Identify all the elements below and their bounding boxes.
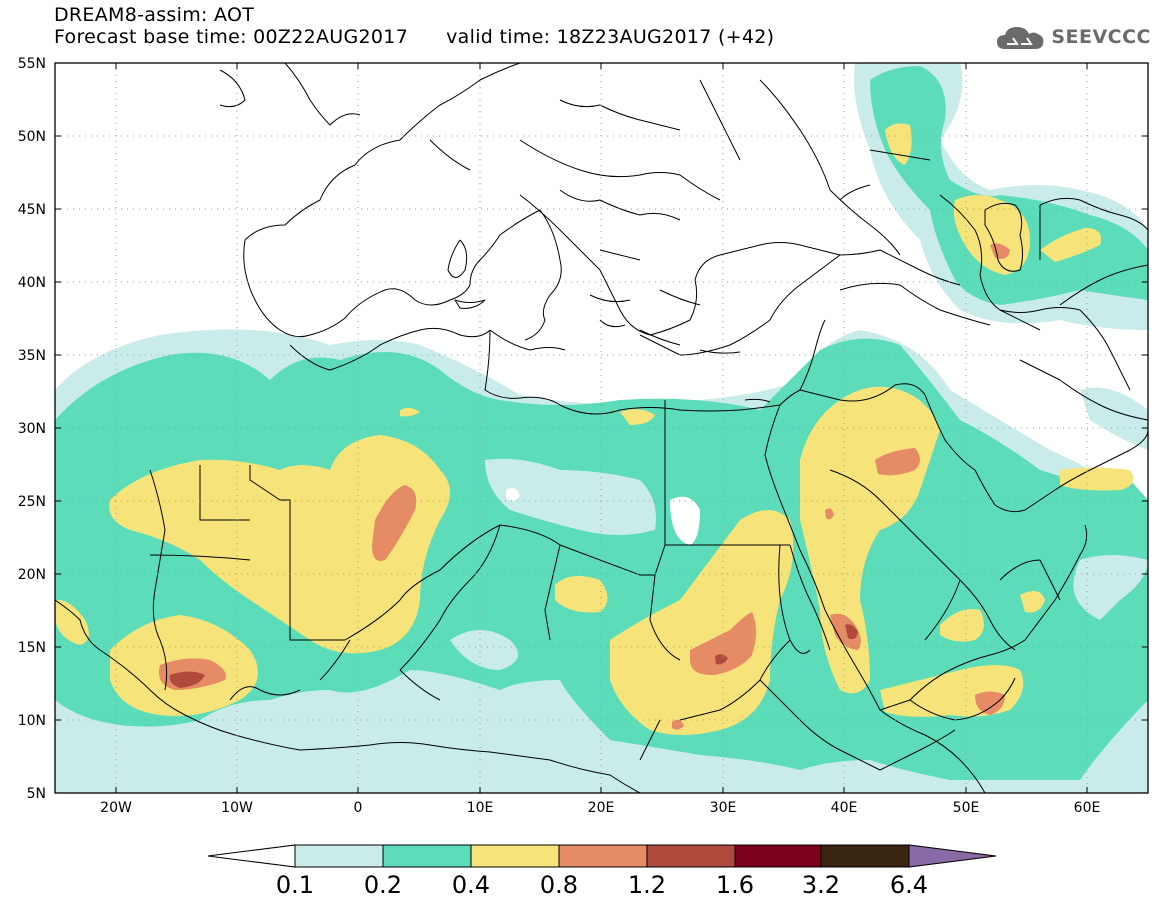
colorbar-segment bbox=[820, 844, 910, 868]
colorbar-label: 6.4 bbox=[890, 871, 928, 899]
map-title: DREAM8-assim: AOT bbox=[54, 4, 255, 26]
lon-label: 20E bbox=[588, 800, 615, 816]
longitude-labels: 20W 10W 0 10E 20E 30E 40E 50E 60E bbox=[100, 800, 1100, 816]
colorbar-label: 0.1 bbox=[276, 871, 314, 899]
colorbar-label: 0.4 bbox=[452, 871, 490, 899]
lon-label: 10E bbox=[467, 800, 494, 816]
graticule bbox=[55, 63, 1148, 793]
colorbar-segment bbox=[470, 844, 560, 868]
colorbar-label: 1.2 bbox=[628, 871, 666, 899]
lat-label: 55N bbox=[18, 56, 46, 72]
lat-label: 5N bbox=[27, 786, 46, 802]
lat-label: 20N bbox=[18, 567, 46, 583]
aot-band-0.1-holes bbox=[450, 458, 656, 670]
logo-text: SEEVCCC bbox=[1051, 26, 1151, 48]
coastlines-borders bbox=[55, 63, 1148, 793]
lat-label: 50N bbox=[18, 129, 46, 145]
lon-label: 0 bbox=[354, 800, 363, 816]
lon-label: 50E bbox=[953, 800, 980, 816]
colorbar-segment bbox=[734, 844, 822, 868]
latitude-labels: 55N 50N 45N 40N 35N 30N 25N 20N 15N 10N … bbox=[18, 56, 46, 802]
aot-band-0.8 bbox=[159, 243, 1010, 730]
lat-label: 10N bbox=[18, 713, 46, 729]
colorbar: 0.1 0.2 0.4 0.8 1.2 1.6 3.2 6.4 bbox=[207, 844, 997, 899]
lat-label: 40N bbox=[18, 275, 46, 291]
colorbar-label: 3.2 bbox=[802, 871, 840, 899]
lat-label: 25N bbox=[18, 494, 46, 510]
valid-time-label: valid time: 18Z23AUG2017 (+42) bbox=[446, 26, 775, 48]
colorbar-label: 0.8 bbox=[540, 871, 578, 899]
lat-label: 15N bbox=[18, 640, 46, 656]
aot-white-holes bbox=[506, 488, 700, 545]
lon-label: 40E bbox=[831, 800, 858, 816]
colorbar-segment bbox=[646, 844, 736, 868]
lon-label: 10W bbox=[221, 800, 253, 816]
map-title-block: DREAM8-assim: AOT Forecast base time: 00… bbox=[54, 4, 774, 48]
colorbar-label: 0.2 bbox=[364, 871, 402, 899]
colorbar-segment bbox=[382, 844, 472, 868]
forecast-times: Forecast base time: 00Z22AUG2017 valid t… bbox=[54, 26, 774, 48]
base-time-label: Forecast base time: 00Z22AUG2017 bbox=[54, 26, 409, 48]
lat-label: 30N bbox=[18, 421, 46, 437]
colorbar-label: 1.6 bbox=[716, 871, 754, 899]
lon-label: 30E bbox=[710, 800, 737, 816]
colorbar-segment bbox=[294, 844, 384, 868]
colorbar-segment bbox=[558, 844, 648, 868]
aot-band-1.2 bbox=[169, 624, 858, 688]
lon-label: 60E bbox=[1074, 800, 1101, 816]
lat-label: 35N bbox=[18, 348, 46, 364]
lat-label: 45N bbox=[18, 202, 46, 218]
cloud-icon bbox=[997, 27, 1044, 49]
lon-label: 20W bbox=[100, 800, 132, 816]
seevccc-logo: SEEVCCC bbox=[995, 22, 1151, 52]
axis-ticks bbox=[55, 62, 1148, 794]
colorbar-low-triangle bbox=[207, 844, 296, 868]
colorbar-high-triangle bbox=[908, 844, 997, 868]
